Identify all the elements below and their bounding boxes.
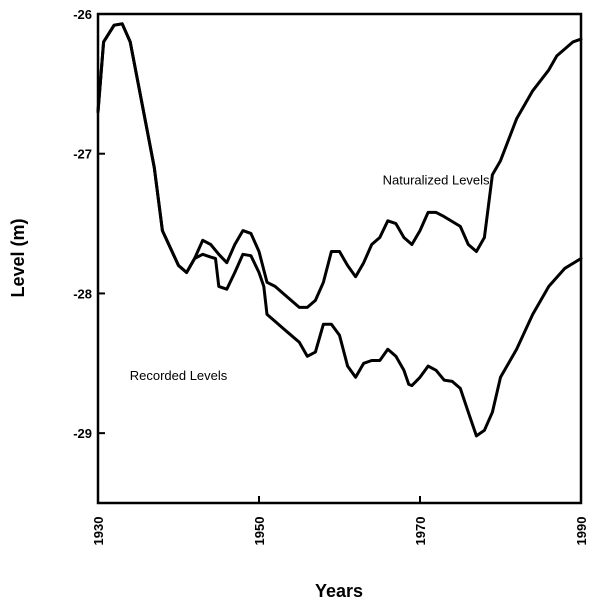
x-axis-title: Years [315, 581, 363, 601]
y-tick-label: -28 [73, 286, 92, 301]
annotations: Naturalized Levels Recorded Levels [130, 172, 490, 383]
y-tick-label: -29 [73, 426, 92, 441]
series-line-recorded [96, 22, 583, 438]
series-layer [96, 22, 583, 438]
y-tick-label: -26 [73, 7, 92, 22]
annotation-label: Naturalized Levels [383, 172, 490, 187]
x-tick-label: 1990 [574, 517, 589, 546]
x-axis: 1930 1950 1970 1990 [91, 496, 589, 545]
x-tick-label: 1930 [91, 517, 106, 546]
y-axis-title: Level (m) [8, 218, 28, 297]
plot-frame [96, 12, 583, 505]
series-line-naturalized [96, 22, 583, 309]
x-tick-label: 1970 [413, 517, 428, 546]
annotation-label: Recorded Levels [130, 368, 228, 383]
y-axis: -26 -27 -28 -29 [73, 7, 105, 441]
x-tick-label: 1950 [252, 517, 267, 546]
y-tick-label: -27 [73, 147, 92, 162]
